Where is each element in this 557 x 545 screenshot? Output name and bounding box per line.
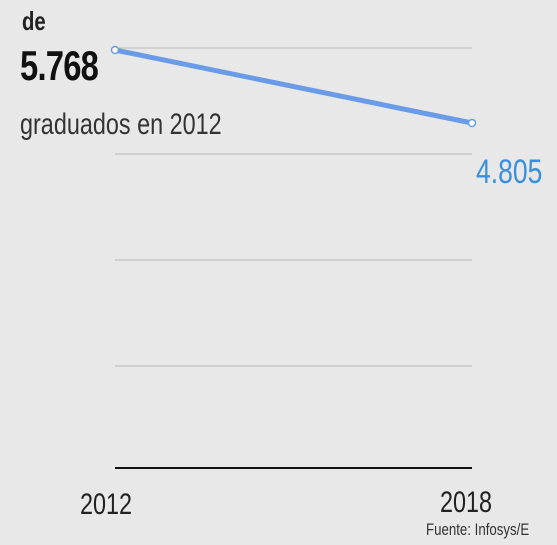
- data-point-2018: [467, 118, 477, 128]
- x-tick-label-2018: 2018: [440, 486, 493, 519]
- grid-lines: [115, 47, 472, 469]
- end-value-label: 4.805: [476, 153, 543, 191]
- x-tick-label-2012: 2012: [80, 488, 133, 521]
- start-annotation-prefix: de: [22, 6, 46, 36]
- start-annotation-suffix: graduados en 2012: [20, 108, 222, 141]
- source-note: Fuente: Infosys/E: [426, 520, 530, 539]
- start-value-label: 5.768: [20, 42, 99, 89]
- data-point-2012: [110, 45, 120, 55]
- series-layer: [110, 45, 477, 128]
- series-line: [112, 47, 475, 126]
